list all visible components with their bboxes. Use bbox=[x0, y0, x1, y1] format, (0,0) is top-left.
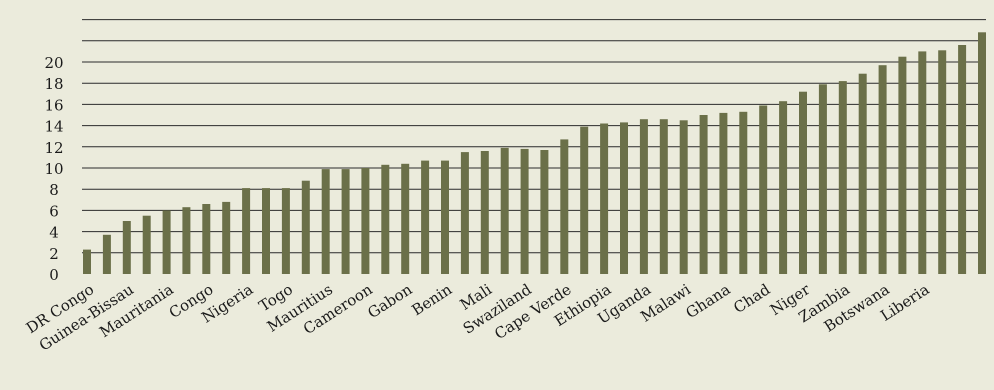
bar bbox=[719, 112, 728, 275]
y-tick-label: 4 bbox=[49, 224, 59, 242]
bar bbox=[242, 188, 251, 274]
bar bbox=[818, 84, 827, 274]
y-tick-label: 12 bbox=[44, 139, 63, 157]
y-tick-label: 18 bbox=[44, 75, 63, 93]
bar bbox=[600, 123, 609, 274]
bar bbox=[659, 119, 668, 274]
bar bbox=[858, 73, 867, 274]
bar bbox=[918, 51, 927, 275]
bar bbox=[281, 188, 290, 274]
bar bbox=[262, 188, 270, 274]
bar bbox=[182, 207, 191, 274]
bar bbox=[83, 249, 91, 274]
bar bbox=[122, 221, 131, 274]
y-tick-label: 10 bbox=[44, 160, 63, 178]
y-tick-label: 8 bbox=[49, 181, 59, 199]
bar bbox=[978, 32, 986, 274]
bar bbox=[958, 45, 967, 274]
bar bbox=[142, 215, 151, 274]
bar bbox=[162, 210, 171, 274]
y-tick-label: 20 bbox=[44, 54, 63, 72]
bar bbox=[222, 201, 231, 274]
x-axis-ticks: DR CongoGuinea-BissauMauritaniaCongoNige… bbox=[23, 280, 933, 355]
bar bbox=[500, 147, 509, 274]
y-axis-ticks: 0 2 4 6 8 10 12 14 16 18 20 bbox=[44, 54, 63, 284]
bar bbox=[480, 151, 489, 274]
bar bbox=[381, 164, 390, 274]
bar bbox=[102, 234, 111, 274]
bar bbox=[540, 150, 549, 274]
bar bbox=[202, 204, 211, 274]
bar bbox=[699, 115, 708, 274]
bar bbox=[460, 152, 469, 274]
bars bbox=[83, 32, 986, 275]
bar bbox=[739, 111, 748, 274]
x-tick-label: Benin bbox=[408, 280, 455, 319]
bar bbox=[898, 56, 907, 275]
bar bbox=[639, 119, 648, 274]
bar bbox=[938, 50, 947, 274]
bar bbox=[421, 160, 430, 274]
bar bbox=[779, 101, 788, 274]
y-tick-label: 6 bbox=[49, 202, 59, 220]
bar bbox=[878, 65, 887, 274]
bar bbox=[838, 81, 847, 274]
y-tick-label: 14 bbox=[44, 118, 63, 136]
y-tick-label: 2 bbox=[49, 245, 59, 263]
bar bbox=[301, 180, 310, 274]
y-tick-label: 16 bbox=[44, 96, 63, 114]
bar bbox=[759, 105, 768, 274]
bar bbox=[361, 168, 370, 274]
bar bbox=[341, 169, 350, 274]
bar bbox=[679, 120, 688, 274]
x-tick-label: Gabon bbox=[364, 280, 415, 322]
x-tick-label: Chad bbox=[730, 280, 773, 317]
bar bbox=[520, 148, 529, 274]
y-tick-label: 0 bbox=[49, 266, 59, 284]
x-tick-label: Ghana bbox=[683, 280, 734, 322]
bar bbox=[441, 160, 449, 274]
bar bbox=[321, 169, 330, 274]
bar bbox=[799, 91, 807, 274]
bar bbox=[560, 139, 569, 274]
bar bbox=[401, 163, 410, 274]
gridlines bbox=[82, 19, 986, 254]
bar bbox=[620, 122, 628, 275]
bar bbox=[580, 126, 589, 274]
